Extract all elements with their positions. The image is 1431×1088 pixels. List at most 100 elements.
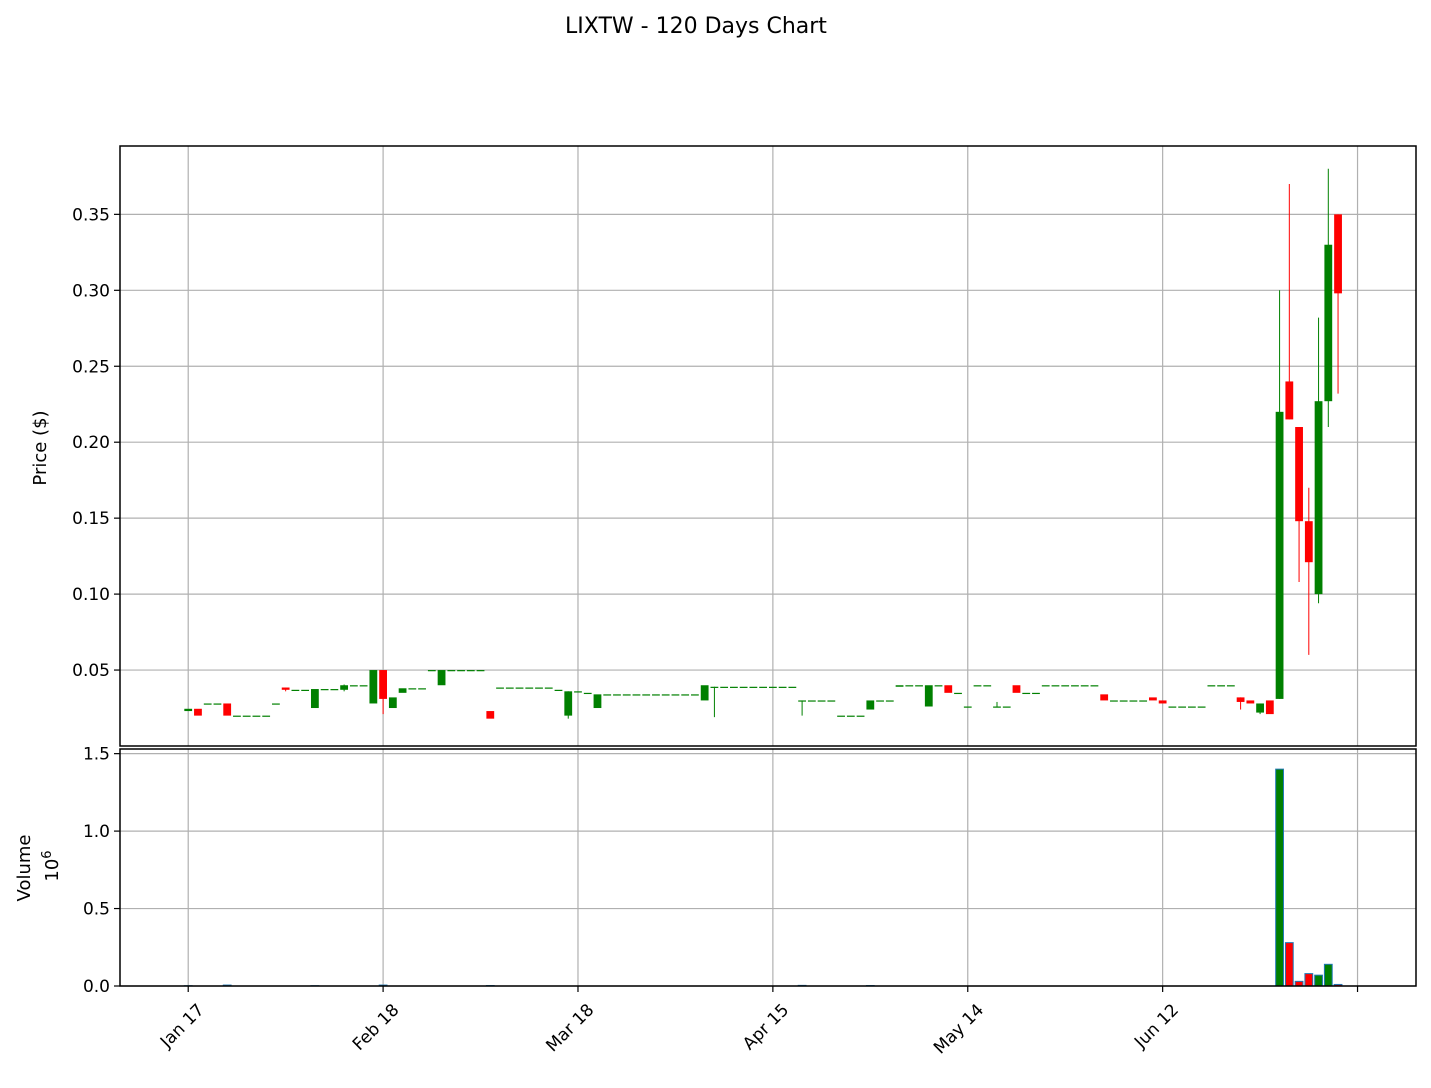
candle-up — [847, 716, 855, 717]
candle-up — [1217, 685, 1225, 686]
candle-up — [292, 690, 300, 691]
candle-up — [788, 687, 796, 688]
candle-up — [935, 685, 943, 686]
candle-up — [749, 687, 757, 688]
volume-ytick-label: 0.0 — [83, 977, 110, 997]
candle-up — [184, 709, 192, 711]
volume-ylabel: Volume — [14, 835, 35, 902]
candle-up — [457, 670, 465, 671]
candle-up — [691, 694, 699, 695]
volume-bar — [1276, 769, 1284, 986]
candle-down — [282, 688, 290, 690]
x-tick-label: Apr 15 — [739, 1000, 793, 1054]
candle-up — [204, 703, 212, 704]
price-y-ticks: 0.050.100.150.200.250.300.35 — [72, 205, 120, 681]
candle-up — [584, 693, 592, 694]
volume-bar — [1315, 975, 1323, 986]
candle-up — [613, 694, 621, 695]
candle-down — [1237, 697, 1245, 702]
candle-up — [837, 716, 845, 717]
candle-up — [730, 687, 738, 688]
candle-up — [779, 687, 787, 688]
volume-axes-frame — [120, 749, 1416, 986]
price-ytick-label: 0.20 — [72, 433, 110, 453]
candle-up — [925, 685, 933, 706]
candle-up — [1003, 707, 1011, 708]
candle-up — [983, 685, 991, 686]
candle-up — [798, 700, 806, 701]
chart-title: LIXTW - 120 Days Chart — [565, 14, 827, 39]
price-ytick-label: 0.35 — [72, 205, 110, 225]
candle-up — [1130, 700, 1138, 701]
candle-down — [1285, 381, 1293, 419]
price-axes-frame — [120, 146, 1416, 746]
candle-up — [1032, 693, 1040, 694]
candle-up — [1188, 707, 1196, 708]
candle-up — [1081, 685, 1089, 686]
price-ytick-label: 0.30 — [72, 281, 110, 301]
candle-down — [223, 703, 231, 715]
volume-scale-base: 10 — [42, 859, 63, 882]
candle-up — [399, 688, 407, 693]
candle-up — [574, 691, 582, 692]
candle-up — [369, 670, 377, 703]
candle-up — [915, 685, 923, 686]
price-ytick-label: 0.10 — [72, 585, 110, 605]
volume-ytick-label: 1.5 — [83, 745, 110, 765]
candle-up — [243, 716, 251, 717]
candle-down — [1159, 700, 1167, 703]
candle-down — [1295, 427, 1303, 521]
candle-up — [418, 688, 426, 689]
x-tick-label: Feb 18 — [349, 1000, 404, 1055]
candle-up — [866, 700, 874, 709]
x-tick-label: Jun 12 — [1130, 1000, 1183, 1053]
candle-up — [330, 689, 338, 690]
candle-up — [1198, 707, 1206, 708]
price-gridlines — [120, 214, 1416, 670]
candlesticks — [184, 169, 1342, 719]
candle-up — [954, 693, 962, 694]
candle-up — [555, 690, 563, 691]
candle-up — [1091, 685, 1099, 686]
candle-up — [633, 694, 641, 695]
candle-up — [1168, 707, 1176, 708]
candle-up — [662, 694, 670, 695]
candle-up — [808, 700, 816, 701]
candle-up — [1071, 685, 1079, 686]
candle-up — [350, 685, 358, 686]
candle-up — [1207, 685, 1215, 686]
volume-bars — [184, 769, 1342, 986]
candle-up — [672, 694, 680, 695]
candle-up — [1061, 685, 1069, 686]
candle-down — [1246, 700, 1254, 703]
price-ytick-label: 0.05 — [72, 661, 110, 681]
candle-up — [233, 716, 241, 717]
volume-bar — [1324, 964, 1332, 986]
price-x-gridlines — [188, 146, 1357, 746]
candle-down — [379, 670, 387, 699]
candle-up — [1120, 700, 1128, 701]
candle-up — [545, 688, 553, 689]
volume-ytick-label: 0.5 — [83, 900, 110, 920]
candle-up — [886, 700, 894, 701]
candle-down — [1149, 697, 1157, 700]
candle-up — [1256, 703, 1264, 712]
candle-up — [974, 685, 982, 686]
candle-up — [1042, 685, 1050, 686]
price-ytick-label: 0.15 — [72, 509, 110, 529]
candle-up — [1139, 700, 1147, 701]
candle-down — [194, 709, 202, 716]
candle-up — [506, 688, 514, 689]
candle-up — [253, 716, 261, 717]
candle-up — [1276, 412, 1284, 699]
candle-up — [301, 690, 309, 691]
candle-up — [321, 689, 329, 690]
candle-up — [467, 670, 475, 671]
candle-up — [389, 697, 397, 708]
candle-up — [1178, 707, 1186, 708]
volume-gridlines — [120, 754, 1416, 986]
candle-up — [711, 687, 719, 688]
candle-up — [477, 670, 485, 671]
